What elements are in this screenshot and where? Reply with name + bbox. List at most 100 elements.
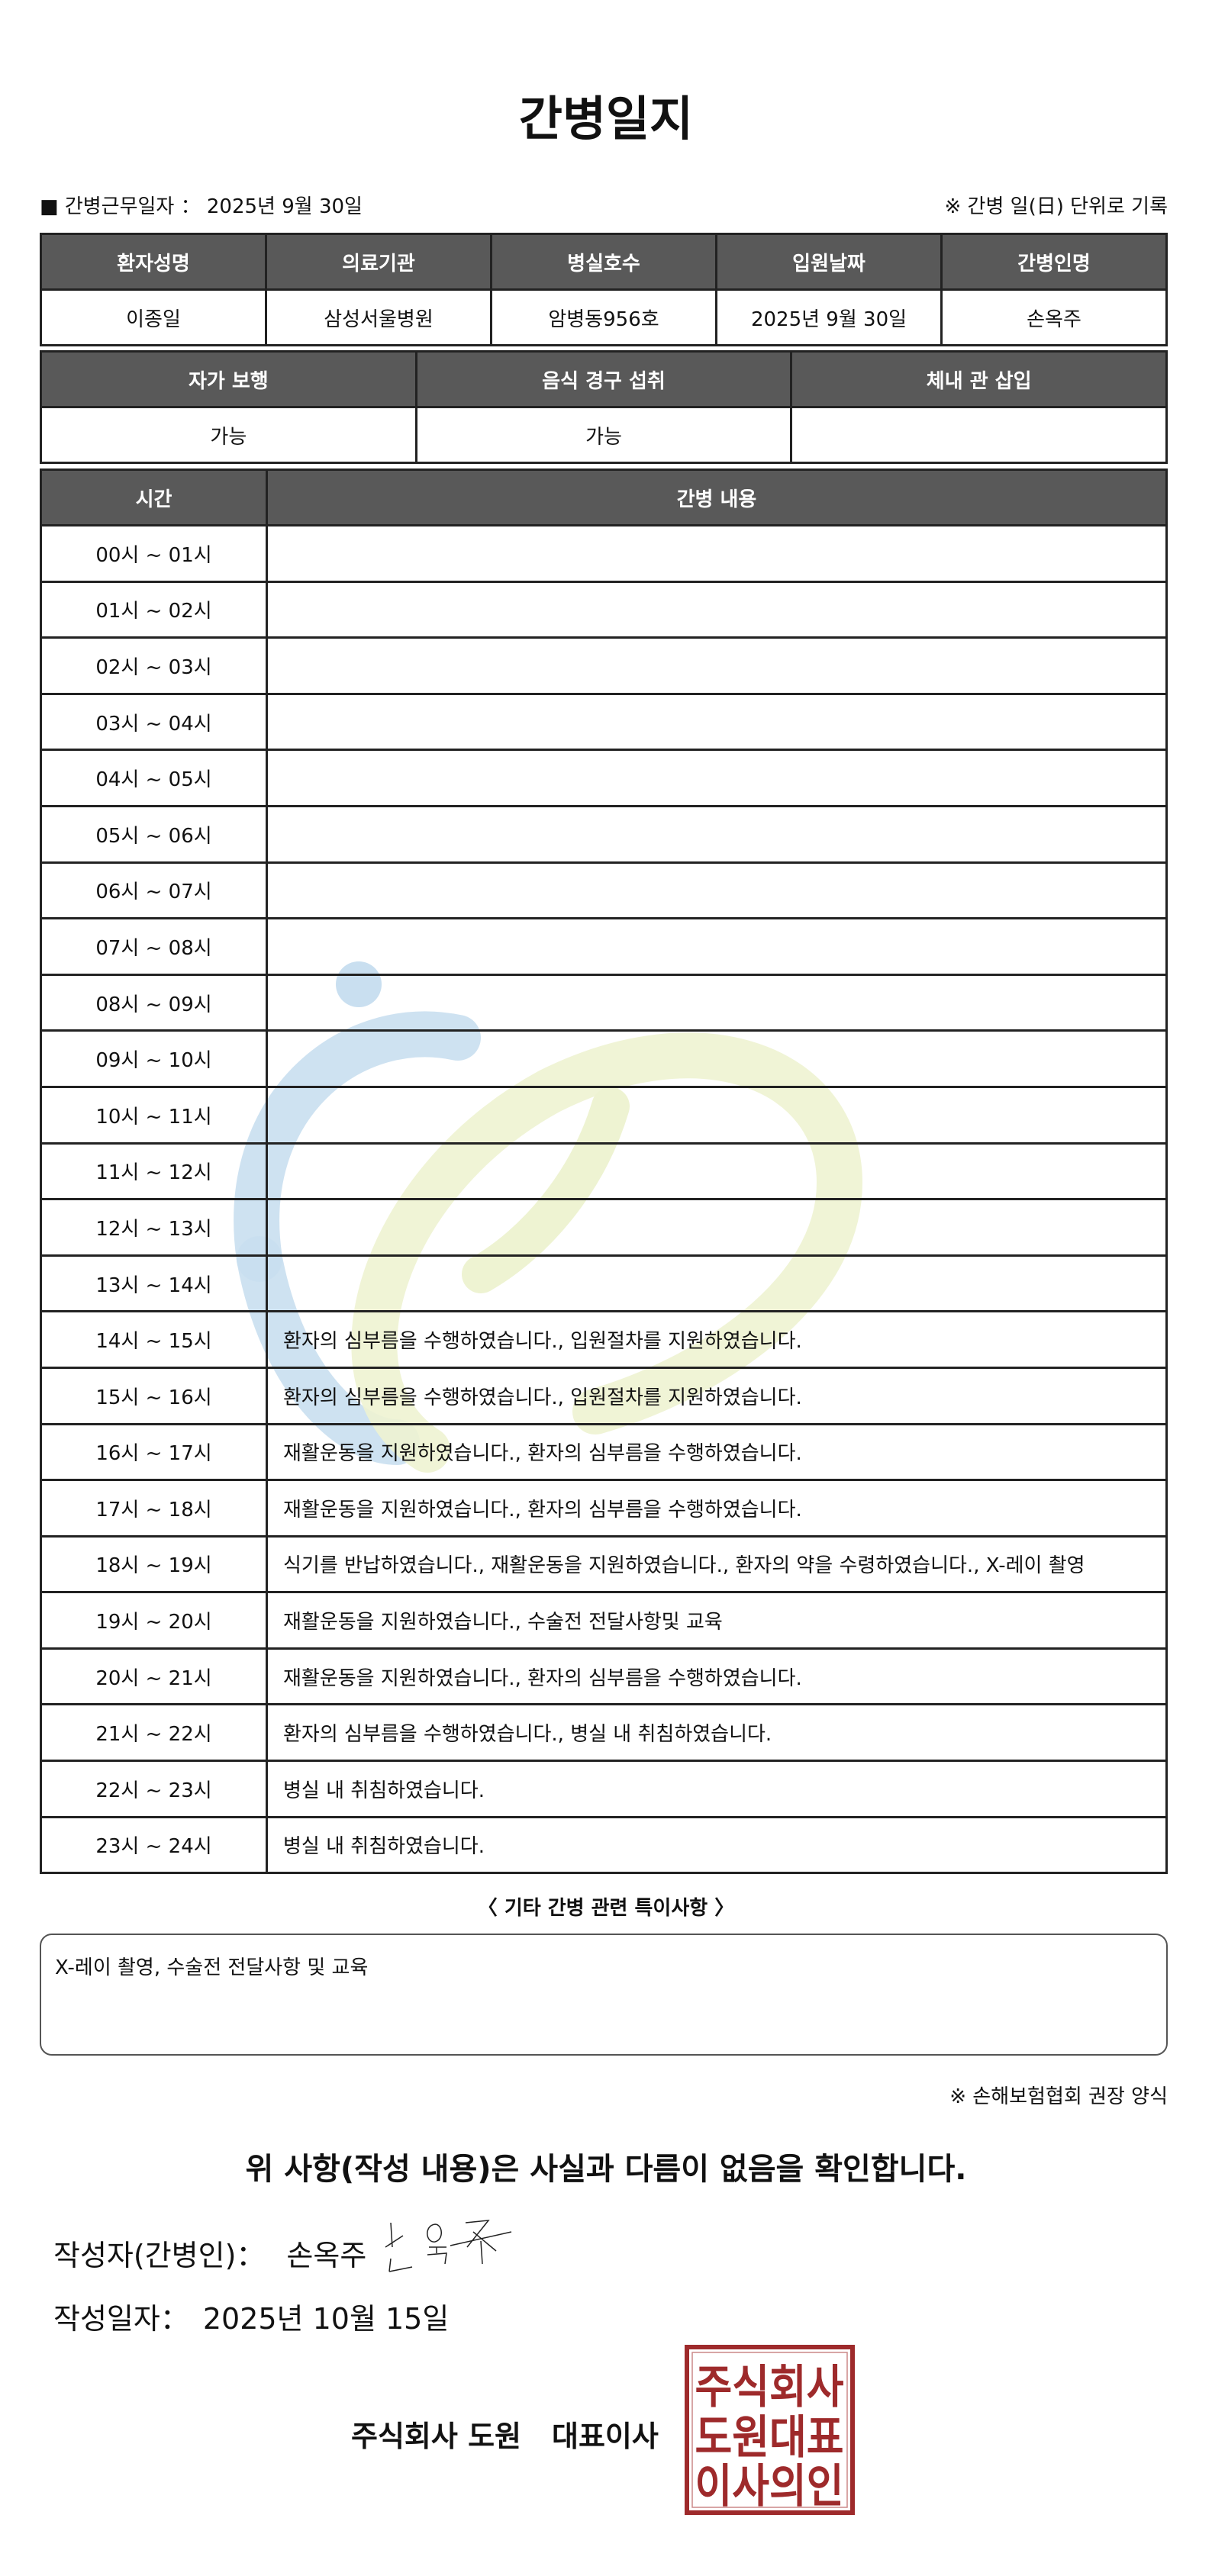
notes-box: X-레이 촬영, 수술전 전달사항 및 교육: [40, 1934, 1168, 2056]
work-date-value: 2025년 9월 30일: [206, 195, 363, 218]
log-time: 23시 ~ 24시: [40, 1815, 268, 1875]
log-row: 08시 ~ 09시: [40, 973, 1168, 1032]
log-row: 11시 ~ 12시: [40, 1141, 1168, 1201]
hospital: 삼성서울병원: [265, 288, 492, 346]
work-date: ■ 간병근무일자 ： 2025년 9월 30일: [40, 191, 363, 219]
log-time: 05시 ~ 06시: [40, 804, 268, 864]
log-time: 07시 ~ 08시: [40, 917, 268, 976]
log-time: 10시 ~ 11시: [40, 1085, 268, 1145]
log-row: 12시 ~ 13시: [40, 1198, 1168, 1257]
log-time: 04시 ~ 05시: [40, 749, 268, 807]
header-oral-intake: 음식 경구 섭취: [414, 350, 793, 408]
log-row: 05시 ~ 06시: [40, 804, 1168, 864]
log-time: 00시 ~ 01시: [40, 524, 268, 583]
written-date-line: 작성일자： 2025년 10월 15일: [53, 2295, 449, 2337]
log-row: 20시 ~ 21시 재활운동을 지원하였습니다., 환자의 심부름을 수행하였습니…: [40, 1647, 1168, 1706]
log-content: [266, 692, 1168, 752]
company-ceo-title: 대표이사: [552, 2420, 659, 2453]
log-time: 11시 ~ 12시: [40, 1141, 268, 1201]
log-content: [266, 1254, 1168, 1313]
log-time: 03시 ~ 04시: [40, 692, 268, 752]
log-time: 01시 ~ 02시: [40, 580, 268, 639]
writer-line: 작성자(간병인)： 손옥주: [53, 2232, 366, 2274]
log-content: [266, 973, 1168, 1032]
log-time: 17시 ~ 18시: [40, 1479, 268, 1538]
header-content: 간병 내용: [266, 469, 1168, 526]
header-room: 병실호수: [490, 233, 717, 291]
log-row: 02시 ~ 03시: [40, 636, 1168, 695]
log-content: 환자의 심부름을 수행하였습니다., 입원절차를 지원하였습니다.: [266, 1366, 1168, 1425]
log-content: 환자의 심부름을 수행하였습니다., 병실 내 취침하였습니다.: [266, 1703, 1168, 1763]
log-row: 07시 ~ 08시: [40, 917, 1168, 976]
log-row: 04시 ~ 05시: [40, 749, 1168, 807]
header-admission-date: 입원날짜: [715, 233, 943, 291]
header-patient-name: 환자성명: [40, 233, 267, 291]
log-content: 병실 내 취침하였습니다.: [266, 1760, 1168, 1818]
care-log-table: 시간 간병 내용 00시 ~ 01시 01시 ~ 02시 02시 ~ 03시 03시 …: [40, 469, 1168, 1875]
log-time: 22시 ~ 23시: [40, 1760, 268, 1818]
log-time: 15시 ~ 16시: [40, 1366, 268, 1425]
form-note: ※ 손해보험협회 권장 양식: [949, 2085, 1168, 2108]
written-date-value: 2025년 10월 15일: [202, 2302, 450, 2336]
log-time: 16시 ~ 17시: [40, 1422, 268, 1482]
tube: [790, 406, 1168, 464]
written-date-label: 작성일자：: [53, 2302, 189, 2336]
header-caregiver: 간병인명: [940, 233, 1168, 291]
log-row: 19시 ~ 20시 재활운동을 지원하였습니다., 수술전 전달사항및 교육: [40, 1591, 1168, 1650]
log-time: 12시 ~ 13시: [40, 1198, 268, 1257]
log-time: 08시 ~ 09시: [40, 973, 268, 1032]
room: 암병동956호: [490, 288, 717, 346]
log-row: 09시 ~ 10시: [40, 1029, 1168, 1088]
svg-text:이사의인: 이사의인: [695, 2460, 844, 2513]
oral-intake: 가능: [414, 406, 793, 464]
log-content: 재활운동을 지원하였습니다., 환자의 심부름을 수행하였습니다.: [266, 1479, 1168, 1538]
log-content: [266, 1198, 1168, 1257]
log-content: [266, 1029, 1168, 1088]
log-time: 09시 ~ 10시: [40, 1029, 268, 1088]
log-row: 17시 ~ 18시 재활운동을 지원하였습니다., 환자의 심부름을 수행하였습니…: [40, 1479, 1168, 1538]
log-row: 00시 ~ 01시: [40, 524, 1168, 583]
log-content: [266, 861, 1168, 920]
log-time: 02시 ~ 03시: [40, 636, 268, 695]
log-content: [266, 1085, 1168, 1145]
patient-name: 이종일: [40, 288, 267, 346]
log-row: 18시 ~ 19시 식기를 반납하였습니다., 재활운동을 지원하였습니다., 환…: [40, 1534, 1168, 1594]
patient-status-table: 자가 보행 음식 경구 섭취 체내 관 삽입 가능 가능: [40, 350, 1168, 464]
svg-text:주식회사: 주식회사: [695, 2361, 844, 2414]
admission-date: 2025년 9월 30일: [715, 288, 943, 346]
company-name: 주식회사 도원: [351, 2420, 521, 2453]
header-walking: 자가 보행: [40, 350, 417, 408]
log-content: [266, 524, 1168, 583]
log-row: 21시 ~ 22시 환자의 심부름을 수행하였습니다., 병실 내 취침하였습니다…: [40, 1703, 1168, 1763]
log-content: [266, 1141, 1168, 1201]
log-time: 20시 ~ 21시: [40, 1647, 268, 1706]
walking: 가능: [40, 406, 417, 464]
header-tube: 체내 관 삽입: [790, 350, 1168, 408]
header-hospital: 의료기관: [265, 233, 492, 291]
company-line: 주식회사 도원 대표이사: [351, 2413, 659, 2455]
notes-title: 〈 기타 간병 관련 특이사항 〉: [477, 1897, 735, 1920]
log-content: 환자의 심부름을 수행하였습니다., 입원절차를 지원하였습니다.: [266, 1310, 1168, 1369]
log-content: 병실 내 취침하였습니다.: [266, 1815, 1168, 1875]
log-row: 23시 ~ 24시 병실 내 취침하였습니다.: [40, 1815, 1168, 1875]
log-content: 재활운동을 지원하였습니다., 수술전 전달사항및 교육: [266, 1591, 1168, 1650]
log-row: 06시 ~ 07시: [40, 861, 1168, 920]
log-content: [266, 580, 1168, 639]
header-time: 시간: [40, 469, 268, 526]
log-row: 16시 ~ 17시 재활운동을 지원하였습니다., 환자의 심부름을 수행하였습니…: [40, 1422, 1168, 1482]
log-content: [266, 917, 1168, 976]
log-time: 06시 ~ 07시: [40, 861, 268, 920]
company-seal-stamp: 주식회사 도원대표 이사의인: [685, 2345, 855, 2515]
log-row: 14시 ~ 15시 환자의 심부름을 수행하였습니다., 입원절차를 지원하였습니…: [40, 1310, 1168, 1369]
patient-info-table: 환자성명 의료기관 병실호수 입원날짜 간병인명 이종일 삼성서울병원 암병동9…: [40, 233, 1168, 346]
page-title: 간병일지: [518, 91, 694, 147]
log-content: [266, 749, 1168, 807]
log-row: 01시 ~ 02시: [40, 580, 1168, 639]
work-date-label: ■ 간병근무일자 ：: [40, 195, 201, 218]
log-time: 18시 ~ 19시: [40, 1534, 268, 1594]
record-note: ※ 간병 일(日) 단위로 기록: [944, 195, 1168, 218]
log-time: 13시 ~ 14시: [40, 1254, 268, 1313]
log-content: 재활운동을 지원하였습니다., 환자의 심부름을 수행하였습니다.: [266, 1422, 1168, 1482]
svg-text:도원대표: 도원대표: [695, 2411, 844, 2465]
log-time: 21시 ~ 22시: [40, 1703, 268, 1763]
